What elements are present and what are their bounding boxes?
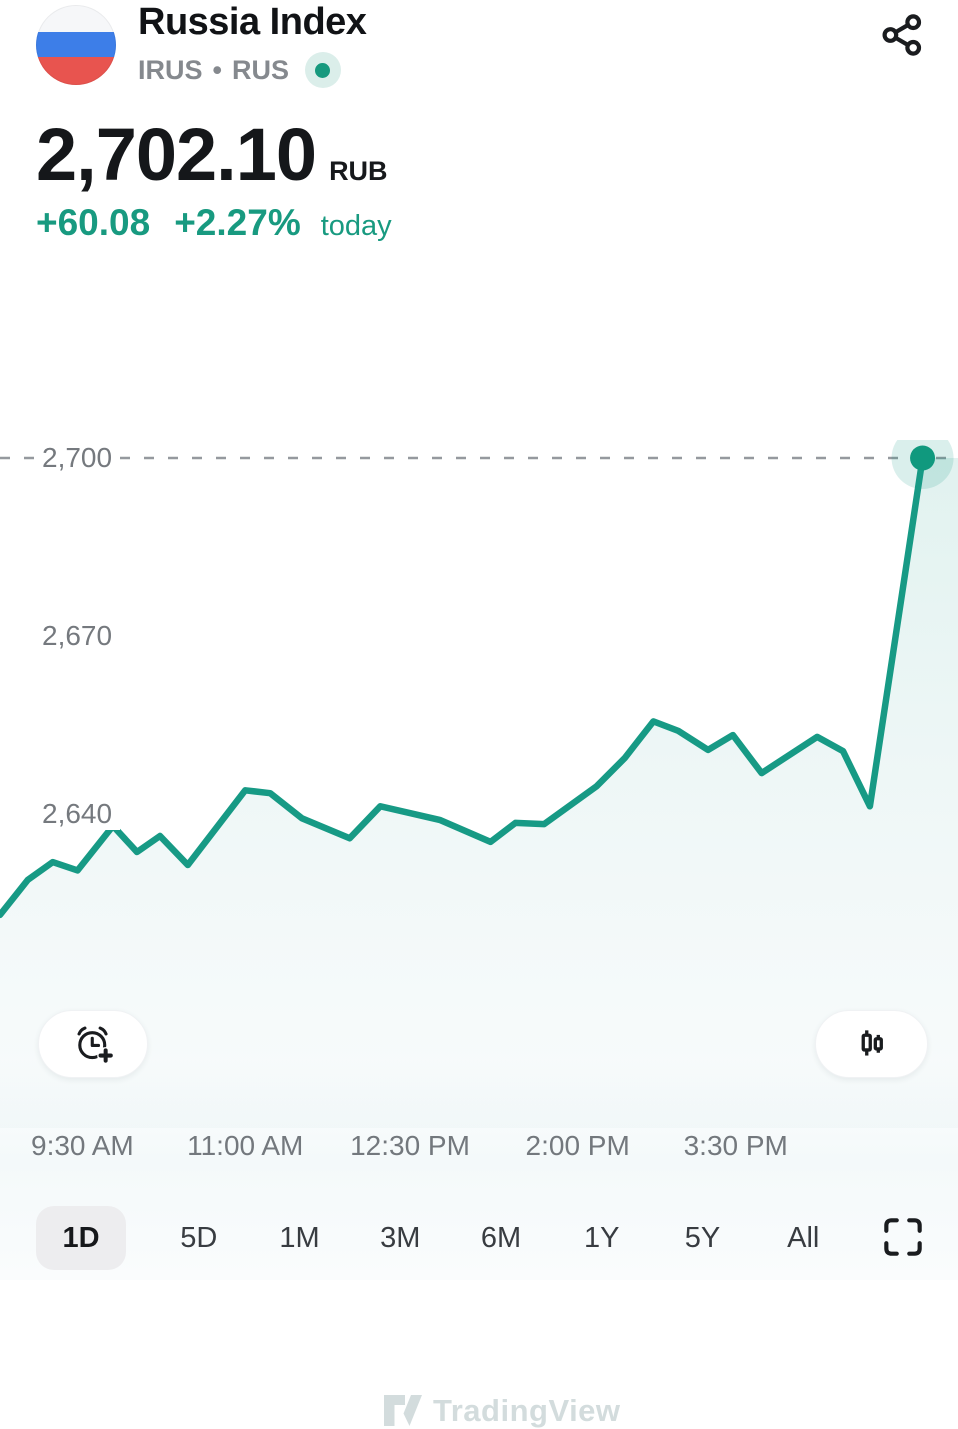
x-axis-label: 12:30 PM — [350, 1130, 470, 1161]
y-axis-label: 2,640 — [34, 797, 121, 830]
y-axis-label: 2,700 — [34, 442, 121, 474]
range-tab-1y[interactable]: 1Y — [574, 1206, 630, 1270]
change-absolute: +60.08 — [36, 202, 151, 243]
price-chart-svg[interactable] — [0, 440, 958, 1128]
range-tab-1d[interactable]: 1D — [36, 1206, 126, 1270]
price-section: 2,702.10 RUB — [36, 112, 388, 197]
separator-dot: • — [212, 54, 222, 85]
price-chart[interactable]: 2,700 2,670 2,640 TradingView — [0, 440, 958, 1428]
range-tabs: 1D 5D 1M 3M 6M 1Y 5Y All — [36, 1200, 930, 1276]
add-alert-button[interactable] — [38, 1010, 148, 1078]
x-axis-labels: 9:30 AM 11:00 AM 12:30 PM 2:00 PM 3:30 PM — [0, 1126, 958, 1170]
tradingview-watermark: TradingView — [383, 1393, 621, 1429]
share-button[interactable] — [876, 10, 928, 62]
range-tab-1m[interactable]: 1M — [272, 1206, 328, 1270]
x-axis-label: 3:30 PM — [683, 1130, 788, 1161]
area-fill — [0, 458, 958, 1128]
change-period: today — [320, 210, 392, 242]
last-point-dot — [910, 445, 936, 471]
page-title: Russia Index — [138, 1, 367, 43]
currency-label: RUB — [329, 156, 388, 186]
last-price: 2,702.10 — [36, 113, 317, 196]
title-block: Russia Index IRUS • RUS — [138, 0, 367, 88]
fullscreen-icon — [884, 1217, 922, 1256]
y-axis-label: 2,670 — [34, 619, 121, 652]
header: Russia Index IRUS • RUS — [36, 0, 928, 96]
symbol-label: IRUS — [138, 54, 203, 85]
chart-style-button[interactable] — [815, 1010, 928, 1078]
symbol-subtitle: IRUS • RUS — [138, 52, 366, 88]
alarm-clock-plus-icon — [77, 1026, 115, 1064]
market-open-indicator — [304, 52, 341, 88]
x-axis-label: 2:00 PM — [525, 1130, 630, 1161]
russia-flag-icon — [36, 5, 116, 85]
range-tab-6m[interactable]: 6M — [473, 1206, 529, 1270]
change-percent: +2.27% — [174, 202, 301, 243]
change-section: +60.08 +2.27% today — [36, 202, 392, 244]
x-axis-label: 9:30 AM — [31, 1130, 134, 1161]
range-tab-all[interactable]: All — [775, 1206, 831, 1270]
fullscreen-button[interactable] — [876, 1211, 930, 1265]
range-tab-5d[interactable]: 5D — [171, 1206, 227, 1270]
tradingview-logo-icon — [384, 1395, 422, 1426]
x-axis-label: 11:00 AM — [187, 1130, 304, 1161]
range-tab-5y[interactable]: 5Y — [675, 1206, 731, 1270]
share-icon — [882, 13, 922, 56]
watermark-text: TradingView — [433, 1393, 621, 1428]
range-tab-3m[interactable]: 3M — [372, 1206, 428, 1270]
exchange-label: RUS — [231, 54, 289, 85]
price-line — [0, 454, 926, 919]
candlestick-icon — [861, 1030, 883, 1056]
